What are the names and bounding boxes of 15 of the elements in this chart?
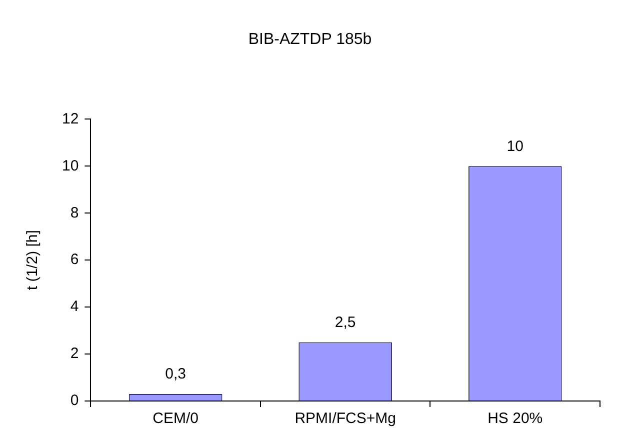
data-label: 10 [506, 138, 524, 155]
y-tick-label: 12 [62, 110, 79, 128]
y-tick-label: 0 [70, 392, 79, 410]
y-tick-label: 10 [62, 157, 79, 174]
y-axis-title: t (1/2) [h] [24, 230, 42, 290]
x-tick-label: HS 20% [488, 410, 543, 428]
y-tick-label: 4 [70, 298, 79, 316]
y-tick-label: 6 [70, 251, 79, 268]
chart-title: BIB-AZTDP 185b [248, 31, 372, 48]
x-tick-label: CEM/0 [152, 410, 198, 428]
x-tick-label: RPMI/FCS+Mg [294, 410, 396, 428]
data-label: 2,5 [334, 314, 356, 331]
y-tick-label: 2 [70, 345, 79, 362]
y-tick-label: 8 [70, 204, 79, 222]
data-label: 0,3 [165, 366, 186, 383]
